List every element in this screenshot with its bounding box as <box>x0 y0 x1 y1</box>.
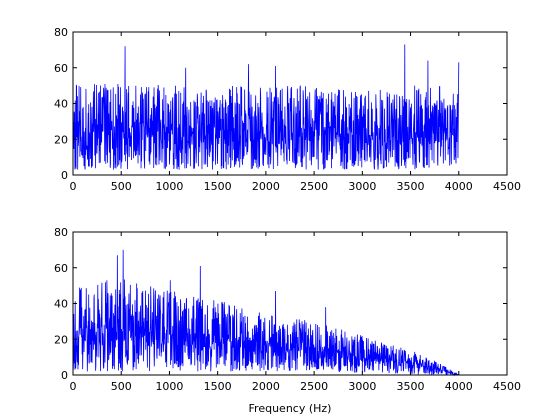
top-spectrum-line <box>72 44 460 170</box>
bottom-x-tick-label: 2000 <box>252 380 280 393</box>
top-x-tick-label: 1500 <box>204 180 232 193</box>
top-spectrum-plot: 0 500 1000 1500 2000 2500 3000 3500 4000 4500 0 20… <box>54 26 521 193</box>
top-y-tick-label: 60 <box>54 62 68 75</box>
top-x-tick-label: 2000 <box>252 180 280 193</box>
bottom-spectrum-plot: 0 500 1000 1500 2000 2500 3000 3500 4000 4500 0 20… <box>54 226 521 393</box>
top-x-tick-label: 4500 <box>493 180 521 193</box>
top-y-axis: 0 20 40 60 80 <box>54 26 507 182</box>
top-x-tick-label: 3000 <box>348 180 376 193</box>
top-x-tick-label: 0 <box>70 180 77 193</box>
bottom-x-tick-label: 3500 <box>397 380 425 393</box>
bottom-y-axis: 0 20 40 60 80 <box>54 226 507 382</box>
bottom-series-layer <box>72 249 459 377</box>
bottom-x-tick-label: 500 <box>111 380 132 393</box>
bottom-x-tick-label: 0 <box>70 380 77 393</box>
top-x-tick-label: 2500 <box>300 180 328 193</box>
x-axis-label: Frequency (Hz) <box>249 402 332 415</box>
bottom-spectrum-line <box>72 249 459 377</box>
bottom-x-tick-label: 4500 <box>493 380 521 393</box>
bottom-x-tick-label: 1500 <box>204 380 232 393</box>
top-x-axis: 0 500 1000 1500 2000 2500 3000 3500 4000 4500 <box>70 32 521 193</box>
top-y-tick-label: 80 <box>54 26 68 39</box>
top-y-tick-label: 20 <box>54 133 68 146</box>
bottom-x-tick-label: 1000 <box>155 380 183 393</box>
top-y-tick-label: 0 <box>61 169 68 182</box>
bottom-y-tick-label: 0 <box>61 369 68 382</box>
bottom-x-tick-label: 4000 <box>445 380 473 393</box>
top-series-layer <box>72 44 460 170</box>
bottom-y-tick-label: 60 <box>54 262 68 275</box>
bottom-x-axis: 0 500 1000 1500 2000 2500 3000 3500 4000 4500 <box>70 232 521 393</box>
top-x-tick-label: 1000 <box>155 180 183 193</box>
bottom-x-tick-label: 2500 <box>300 380 328 393</box>
top-x-tick-label: 500 <box>111 180 132 193</box>
bottom-y-tick-label: 40 <box>54 298 68 311</box>
top-x-tick-label: 3500 <box>397 180 425 193</box>
top-x-tick-label: 4000 <box>445 180 473 193</box>
bottom-y-tick-label: 20 <box>54 333 68 346</box>
top-y-tick-label: 40 <box>54 98 68 111</box>
bottom-y-tick-label: 80 <box>54 226 68 239</box>
bottom-x-tick-label: 3000 <box>348 380 376 393</box>
